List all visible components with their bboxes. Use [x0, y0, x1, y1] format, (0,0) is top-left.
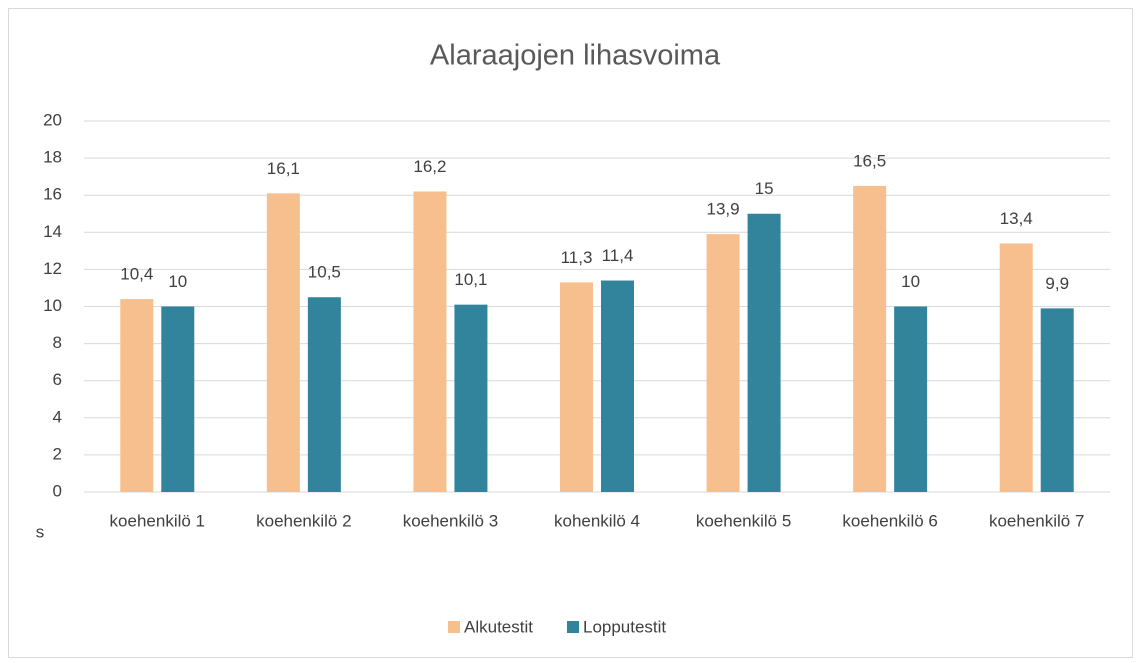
data-label: 11,4	[602, 246, 634, 265]
y-tick-label: 20	[43, 110, 62, 129]
y-tick-label: 4	[53, 407, 62, 426]
bar	[894, 306, 928, 492]
chart-title: Alaraajojen lihasvoima	[430, 40, 721, 72]
x-tick-label: koehenkilö 1	[110, 511, 205, 530]
bar	[853, 185, 887, 493]
bar	[120, 299, 154, 492]
bar	[747, 213, 781, 492]
data-label: 13,9	[707, 200, 740, 219]
data-label: 10,1	[454, 270, 487, 289]
data-label: 15	[755, 179, 774, 198]
bar	[266, 193, 300, 492]
annotation: s	[36, 522, 45, 541]
data-label: 16,5	[853, 151, 886, 170]
y-tick-label: 10	[43, 296, 62, 315]
bar	[454, 304, 488, 492]
y-tick-label: 16	[43, 185, 62, 204]
data-label: 11,3	[561, 248, 593, 267]
x-tick-label: koehenkilö 2	[256, 511, 351, 530]
data-label: 10	[901, 272, 920, 291]
bar	[161, 306, 195, 492]
y-tick-label: 0	[53, 481, 62, 500]
bar	[560, 282, 593, 492]
data-label: 16,2	[413, 157, 446, 176]
x-tick-label: koehenkilö 7	[989, 511, 1084, 530]
bar	[999, 243, 1033, 492]
bar	[1040, 308, 1074, 492]
data-label: 10	[168, 272, 187, 291]
legend-swatch	[448, 621, 460, 633]
y-tick-label: 12	[43, 259, 62, 278]
x-tick-label: koehenkilö 3	[403, 511, 498, 530]
data-label: 16,1	[267, 159, 300, 178]
bar	[706, 234, 740, 492]
legend-label: Lopputestit	[583, 617, 666, 636]
y-tick-label: 14	[43, 222, 62, 241]
data-label: 13,4	[1000, 209, 1033, 228]
data-label: 9,9	[1045, 274, 1069, 293]
legend-swatch	[566, 621, 579, 633]
data-label: 10,5	[308, 263, 341, 282]
legend-label: Alkutestit	[464, 617, 533, 636]
bar	[413, 191, 447, 493]
y-tick-label: 6	[53, 370, 62, 389]
x-tick-label: kohenkilö 4	[554, 511, 640, 530]
x-tick-label: koehenkilö 5	[696, 511, 791, 530]
bar	[307, 297, 341, 492]
bar	[601, 280, 634, 492]
y-tick-label: 2	[53, 444, 62, 463]
y-tick-label: 18	[43, 148, 62, 167]
data-label: 10,4	[120, 265, 153, 284]
x-tick-label: koehenkilö 6	[842, 511, 937, 530]
y-tick-label: 8	[53, 333, 62, 352]
